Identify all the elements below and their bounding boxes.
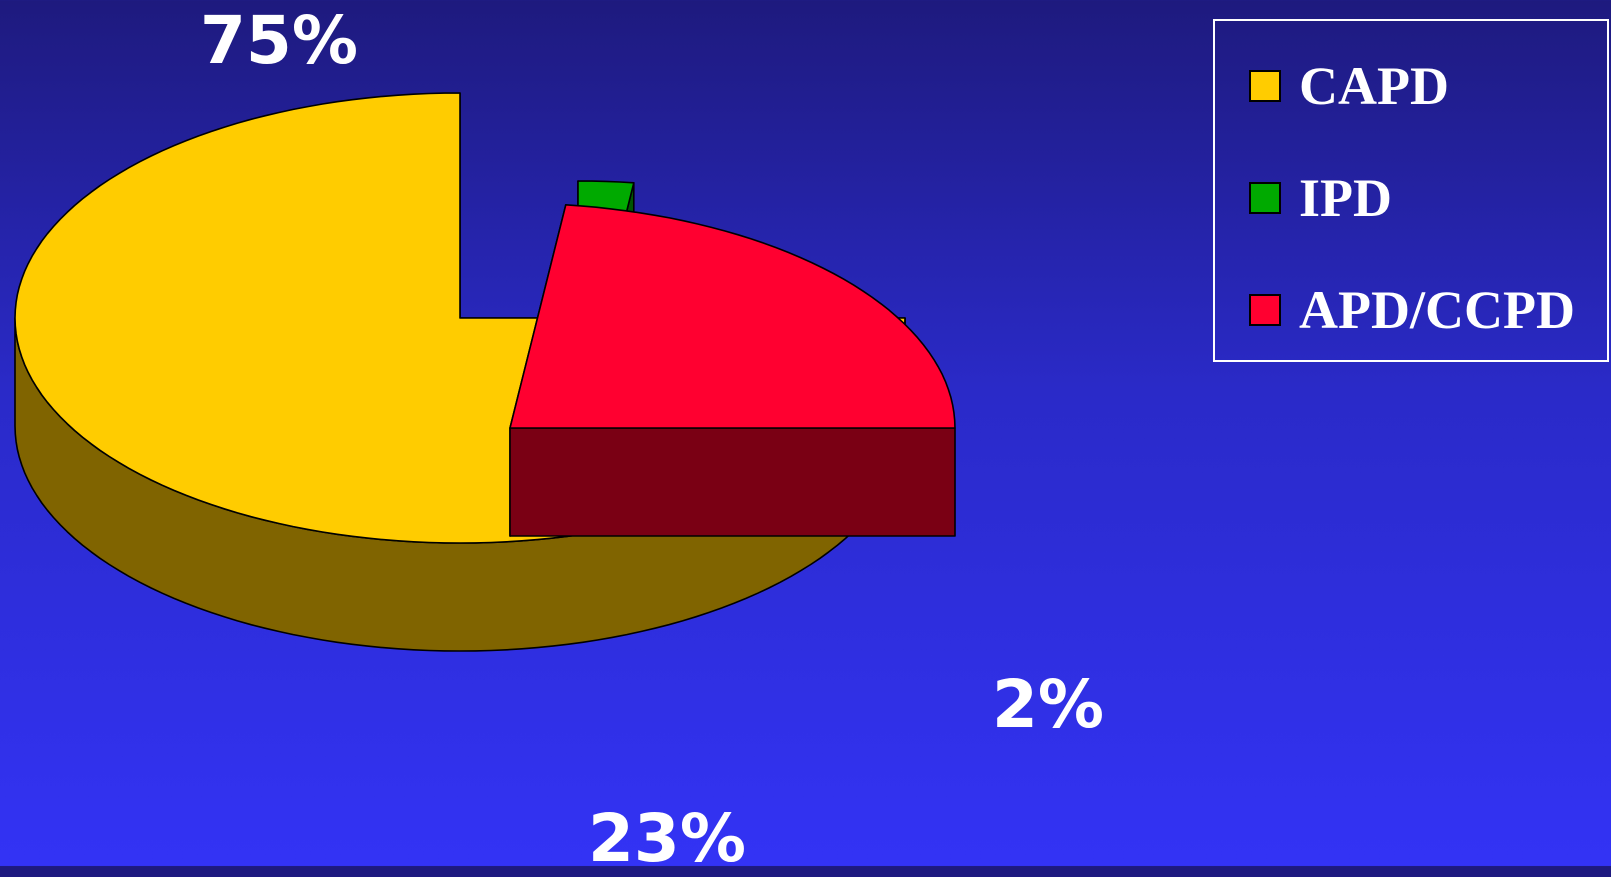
data-label-apd-ccpd: 23% [588,800,746,877]
slice-top-apd-ccpd [509,204,956,429]
legend-item-ipd: IPD [1249,171,1392,225]
legend-label-apd-ccpd: APD/CCPD [1299,280,1575,340]
legend-item-apd-ccpd: APD/CCPD [1249,283,1575,337]
legend-swatch-ipd [1249,182,1281,214]
data-label-capd: 75% [200,2,358,79]
legend-label-capd: CAPD [1299,56,1449,116]
slice-wall-end-apd-ccpd [509,427,956,537]
chart-legend: CAPD IPD APD/CCPD [1213,19,1609,362]
pie-slice-apd-ccpd [509,204,956,537]
legend-label-ipd: IPD [1299,168,1392,228]
legend-swatch-capd [1249,70,1281,102]
legend-swatch-apd-ccpd [1249,294,1281,326]
legend-item-capd: CAPD [1249,59,1449,113]
data-label-ipd: 2% [992,666,1105,743]
